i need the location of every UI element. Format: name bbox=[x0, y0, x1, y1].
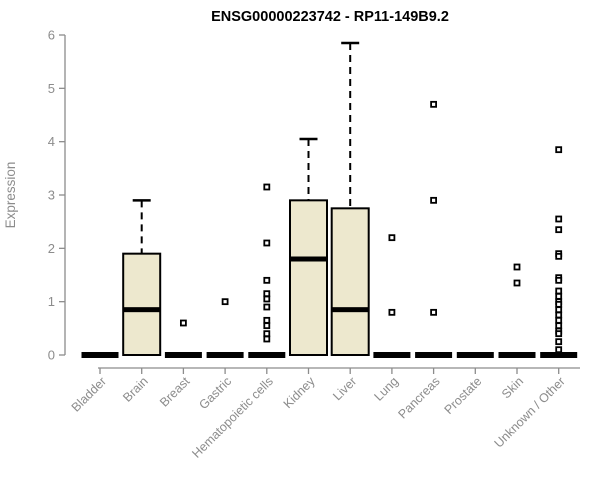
outlier-point bbox=[555, 292, 563, 300]
y-tick-label: 4 bbox=[48, 134, 55, 149]
x-category-label: Brain bbox=[120, 374, 151, 405]
x-category-label: Kidney bbox=[281, 374, 318, 411]
median-line bbox=[498, 352, 536, 358]
outlier-point bbox=[555, 316, 563, 324]
x-category-label: Prostate bbox=[442, 374, 485, 417]
outlier-point bbox=[179, 319, 187, 327]
outlier-point bbox=[263, 330, 271, 338]
outlier-point bbox=[263, 303, 271, 311]
outlier-point bbox=[555, 300, 563, 308]
outlier-point bbox=[513, 263, 521, 271]
chart-title: ENSG00000223742 - RP11-149B9.2 bbox=[211, 9, 449, 25]
x-category-label: Lung bbox=[371, 374, 401, 404]
y-tick-label: 2 bbox=[48, 241, 55, 256]
y-tick-label: 0 bbox=[48, 348, 55, 363]
x-category-label: Skin bbox=[499, 374, 526, 401]
outlier-point bbox=[555, 276, 563, 284]
x-category-label: Liver bbox=[330, 374, 359, 403]
outlier-point bbox=[555, 322, 563, 330]
outlier-point bbox=[263, 239, 271, 247]
outlier-point bbox=[221, 298, 229, 306]
outlier-point bbox=[555, 330, 563, 338]
x-category-label: Hematopoietic cells bbox=[189, 374, 276, 461]
plot-area: 0 1 2 3 4 5 6 Bladder Brain Breast GastricHematopo… bbox=[48, 28, 580, 461]
x-category-label: Pancreas bbox=[395, 374, 442, 421]
median-line bbox=[373, 352, 411, 358]
outlier-point bbox=[263, 290, 271, 298]
median-line bbox=[248, 352, 286, 358]
box bbox=[122, 252, 162, 357]
median-line bbox=[331, 307, 369, 313]
median-line bbox=[456, 352, 494, 358]
median-line bbox=[81, 352, 119, 358]
outlier-point bbox=[513, 279, 521, 287]
median-line bbox=[415, 352, 453, 358]
outlier-point bbox=[430, 196, 438, 204]
median-line bbox=[540, 352, 578, 358]
outlier-point bbox=[555, 311, 563, 319]
outlier-point bbox=[388, 308, 396, 316]
outlier-point bbox=[430, 100, 438, 108]
x-category-label: Bladder bbox=[69, 374, 109, 414]
box bbox=[330, 207, 370, 356]
y-tick-label: 6 bbox=[48, 28, 55, 43]
outlier-point bbox=[263, 335, 271, 343]
median-line bbox=[290, 256, 327, 262]
x-category-label: Gastric bbox=[196, 374, 234, 412]
y-tick-label: 5 bbox=[48, 81, 55, 96]
outlier-point bbox=[388, 234, 396, 242]
outlier-point bbox=[430, 308, 438, 316]
outlier-point bbox=[555, 346, 563, 354]
outlier-point bbox=[555, 306, 563, 314]
outlier-point bbox=[263, 276, 271, 284]
box bbox=[289, 199, 328, 356]
outlier-point bbox=[263, 295, 271, 303]
outlier-point bbox=[555, 215, 563, 223]
median-line bbox=[206, 352, 244, 358]
outlier-point bbox=[263, 183, 271, 191]
outlier-point bbox=[263, 316, 271, 324]
x-category-label: Breast bbox=[157, 374, 193, 410]
x-category-label: Unknown / Other bbox=[492, 374, 568, 450]
median-line bbox=[123, 307, 161, 313]
median-line bbox=[164, 352, 202, 358]
outlier-point bbox=[555, 252, 563, 260]
y-axis-label: Expression bbox=[3, 162, 18, 229]
outlier-point bbox=[263, 322, 271, 330]
y-tick-label: 1 bbox=[48, 294, 55, 309]
y-tick-label: 3 bbox=[48, 188, 55, 203]
outlier-point bbox=[555, 287, 563, 295]
outlier-point bbox=[555, 226, 563, 234]
outlier-point bbox=[555, 146, 563, 154]
outlier-point bbox=[555, 338, 563, 346]
